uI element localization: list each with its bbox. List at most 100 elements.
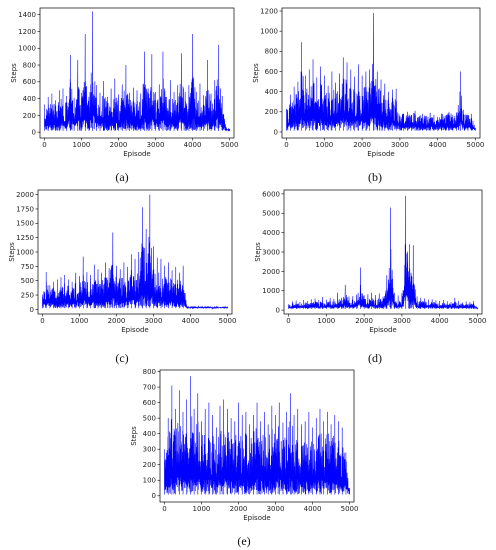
- chart-c-x-axis-label: Episode: [121, 326, 149, 334]
- chart-b-x-tick-label: 3000: [391, 141, 409, 149]
- chart-a-x-tick-label: 5000: [221, 141, 239, 149]
- chart-e-y-tick-label: 600: [143, 399, 156, 407]
- chart-e-x-tick-label: 4000: [304, 505, 322, 513]
- chart-d-x-tick-label: 0: [286, 317, 290, 325]
- chart-panel-a: 0 1000 2000 3000 4000 5000 0 200 400 600 800 1000 12…: [10, 4, 238, 162]
- chart-e-y-tick-label: 100: [143, 477, 156, 485]
- chart-e-x-tick-label: 0: [162, 505, 166, 513]
- chart-d-x-axis-label: Episode: [369, 326, 397, 334]
- chart-a-y-tick-label: 200: [23, 112, 36, 120]
- chart-d-y-tick-label: 0: [276, 307, 280, 315]
- chart-b-svg: 0 1000 2000 3000 4000 5000 0 200 400 600 800 1000 12…: [252, 7, 485, 158]
- chart-a-y-tick-label: 600: [23, 78, 36, 86]
- chart-a-x-tick-label: 1000: [73, 141, 91, 149]
- chart-b-y-tick-label: 1200: [260, 7, 278, 15]
- chart-a-svg: 0 1000 2000 3000 4000 5000 0 200 400 600 800 1000 12…: [10, 7, 239, 158]
- chart-panel-b: 0 1000 2000 3000 4000 5000 0 200 400 600 800 1000 12…: [248, 4, 484, 162]
- chart-e-x-tick-label: 1000: [193, 505, 211, 513]
- chart-d-y-tick-label: 3000: [262, 248, 280, 256]
- chart-c-svg: 0 1000 2000 3000 4000 5000 0 250 500 750 1000 1250 1…: [8, 189, 237, 334]
- chart-e-y-tick-label: 200: [143, 461, 156, 469]
- chart-d-x-tick-label: 1000: [317, 317, 335, 325]
- chart-c-x-tick-label: 0: [40, 317, 44, 325]
- chart-c-y-tick-label: 1250: [16, 234, 34, 242]
- chart-e-y-tick-label: 0: [152, 492, 156, 500]
- chart-e-y-tick-label: 800: [143, 368, 156, 376]
- chart-c-y-tick-label: 500: [21, 277, 34, 285]
- chart-d-x-tick-label: 5000: [469, 317, 487, 325]
- chart-a-y-tick-label: 1400: [18, 11, 36, 19]
- chart-d-series-line: [288, 195, 478, 310]
- chart-d-x-tick-label: 3000: [393, 317, 411, 325]
- chart-e-y-tick-label: 700: [143, 383, 156, 391]
- chart-c-y-tick-label: 1500: [16, 220, 34, 228]
- chart-c-y-tick-label: 1000: [16, 248, 34, 256]
- chart-a-y-axis-label: Steps: [10, 63, 18, 83]
- chart-b-y-tick-label: 1000: [260, 28, 278, 36]
- chart-d-svg: 0 1000 2000 3000 4000 5000 0 1000 2000 3000 4000 50…: [254, 189, 487, 334]
- chart-b-x-tick-label: 1000: [315, 141, 333, 149]
- chart-b-frame: [281, 7, 481, 139]
- chart-a-y-tick-label: 1200: [18, 28, 36, 36]
- chart-e-series-line: [164, 376, 350, 495]
- chart-c-y-tick-label: 2000: [16, 191, 34, 199]
- chart-panel-e: 0 1000 2000 3000 4000 5000 0 100 200 300 400 500 600…: [130, 366, 360, 526]
- chart-e-x-tick-label: 3000: [267, 505, 285, 513]
- chart-d-x-tick-label: 2000: [355, 317, 373, 325]
- chart-c-x-tick-label: 3000: [145, 317, 163, 325]
- chart-b-x-tick-label: 4000: [429, 141, 447, 149]
- chart-b-x-tick-label: 5000: [467, 141, 485, 149]
- chart-e-y-axis-label: Steps: [130, 426, 138, 446]
- chart-c-y-tick-label: 0: [30, 306, 34, 314]
- chart-a-y-tick-label: 0: [32, 129, 36, 137]
- chart-a-x-axis-label: Episode: [123, 150, 151, 158]
- chart-b-y-tick-label: 400: [265, 88, 278, 96]
- chart-e-svg: 0 1000 2000 3000 4000 5000 0 100 200 300 400 500 600…: [130, 368, 359, 522]
- panel-label-c: (c): [115, 351, 129, 365]
- chart-c-y-tick-label: 750: [21, 263, 34, 271]
- chart-c-series: [42, 194, 228, 310]
- chart-c-x-tick-label: 5000: [219, 317, 237, 325]
- chart-b-y-tick-label: 200: [265, 108, 278, 116]
- chart-a-x-tick-label: 2000: [110, 141, 128, 149]
- chart-e-x-tick-label: 5000: [341, 505, 359, 513]
- chart-e-x-tick-label: 2000: [230, 505, 248, 513]
- chart-d-y-tick-label: 1000: [262, 287, 280, 295]
- chart-e-x-axis-label: Episode: [243, 514, 271, 522]
- chart-d-y-tick-label: 5000: [262, 210, 280, 218]
- chart-e-y-tick-label: 400: [143, 430, 156, 438]
- chart-d-y-axis-label: Steps: [254, 242, 262, 262]
- chart-b-series: [286, 13, 476, 131]
- chart-d-y-tick-label: 2000: [262, 268, 280, 276]
- panel-label-d: (d): [368, 351, 382, 365]
- chart-panel-d: 0 1000 2000 3000 4000 5000 0 1000 2000 3000 4000 50…: [250, 186, 486, 336]
- chart-a-x-tick-label: 0: [42, 141, 46, 149]
- chart-a-series-line: [44, 11, 230, 132]
- chart-d-y-tick-label: 6000: [262, 190, 280, 198]
- chart-a-series: [44, 11, 230, 132]
- chart-e-y-tick-label: 300: [143, 446, 156, 454]
- chart-a-y-tick-label: 400: [23, 95, 36, 103]
- chart-b-x-axis-label: Episode: [367, 150, 395, 158]
- chart-a-x-tick-label: 4000: [184, 141, 202, 149]
- panel-label-e: (e): [237, 534, 251, 548]
- chart-b-x-tick-label: 0: [284, 141, 288, 149]
- chart-b-x-tick-label: 2000: [353, 141, 371, 149]
- chart-c-x-tick-label: 1000: [71, 317, 89, 325]
- chart-b-y-tick-label: 800: [265, 48, 278, 56]
- panel-label-b: (b): [368, 170, 382, 184]
- chart-c-series-line: [42, 194, 228, 310]
- chart-b-y-tick-label: 600: [265, 68, 278, 76]
- chart-c-x-tick-label: 2000: [108, 317, 126, 325]
- chart-b-y-axis-label: Steps: [252, 63, 260, 83]
- chart-e-y-tick-label: 500: [143, 415, 156, 423]
- chart-b-series-line: [286, 13, 476, 131]
- chart-a-y-tick-label: 800: [23, 61, 36, 69]
- chart-a-frame: [39, 7, 235, 139]
- chart-a-y-tick-label: 1000: [18, 45, 36, 53]
- chart-c-y-tick-label: 250: [21, 291, 34, 299]
- chart-d-series: [288, 195, 478, 310]
- chart-a-x-tick-label: 3000: [147, 141, 165, 149]
- chart-c-y-axis-label: Steps: [8, 242, 16, 262]
- chart-d-y-tick-label: 4000: [262, 229, 280, 237]
